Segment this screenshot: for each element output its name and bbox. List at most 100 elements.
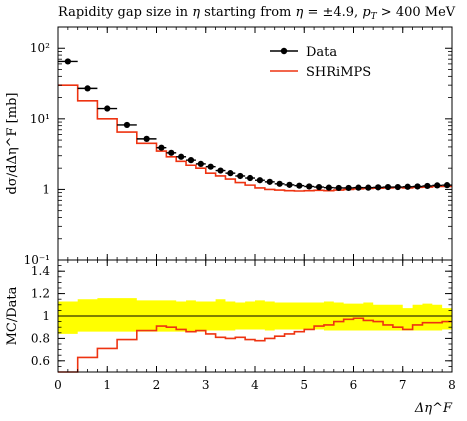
ratio-panel	[57, 259, 453, 373]
data-point-marker	[123, 121, 131, 129]
data-point	[314, 183, 324, 191]
data-point-marker	[345, 184, 352, 192]
data-point	[353, 184, 364, 191]
data-point	[245, 174, 255, 182]
x-tick-label: 0	[54, 378, 62, 392]
data-point	[294, 182, 305, 189]
x-tick-label: 4	[251, 378, 259, 392]
legend: Data SHRiMPS	[270, 45, 371, 80]
data-point	[363, 184, 374, 191]
data-point-marker	[227, 170, 234, 177]
data-point	[156, 144, 167, 151]
data-point	[383, 183, 393, 191]
data-point-marker	[207, 163, 214, 170]
data-point	[97, 105, 118, 112]
data-point-marker	[286, 181, 293, 188]
x-tick-label: 2	[153, 378, 161, 392]
data-point	[422, 182, 433, 190]
ratio-tick-label: 1.2	[31, 287, 50, 301]
x-tick-label: 5	[300, 378, 308, 392]
data-point	[166, 149, 177, 156]
data-point-marker	[104, 105, 111, 112]
x-tick-label: 7	[399, 378, 407, 392]
mc-histogram	[58, 84, 452, 192]
main-frame	[57, 26, 453, 261]
data-point	[432, 182, 443, 189]
data-point-marker	[375, 184, 382, 191]
data-point	[323, 184, 334, 191]
legend-data-marker	[280, 47, 288, 55]
data-point	[225, 170, 236, 177]
x-tick-label: 6	[350, 378, 358, 392]
legend-data-label: Data	[306, 45, 337, 60]
data-point-marker	[325, 184, 332, 191]
data-point-marker	[414, 183, 421, 190]
ratio-tick-label: 0.8	[31, 331, 50, 345]
data-point	[402, 183, 413, 190]
data-point-marker	[158, 144, 165, 151]
data-point-marker	[315, 183, 323, 191]
data-point	[58, 58, 78, 65]
data-point-marker	[217, 167, 224, 174]
data-point-marker	[335, 184, 342, 192]
data-point	[333, 184, 344, 192]
data-point	[235, 172, 246, 180]
data-point-marker	[424, 182, 431, 190]
data-point-marker	[434, 182, 441, 189]
data-point	[284, 181, 295, 188]
data-point-marker	[306, 183, 313, 190]
data-point	[373, 184, 384, 191]
legend-mc-label: SHRiMPS	[306, 65, 371, 80]
data-point	[274, 180, 285, 187]
mc-ratio-histogram	[58, 317, 452, 373]
data-point-marker	[64, 58, 71, 65]
data-point	[412, 183, 423, 190]
data-point	[392, 183, 403, 191]
data-point-marker	[143, 135, 150, 142]
data-point-marker	[443, 182, 451, 189]
data-point	[117, 121, 137, 129]
data-point	[77, 85, 98, 92]
data-point	[304, 183, 315, 190]
data-point-marker	[394, 183, 401, 191]
ratio-tick-label: 1.4	[31, 264, 50, 278]
chart-title: Rapidity gap size in η starting from η =…	[58, 5, 456, 22]
data-point	[264, 178, 275, 185]
x-axis-label: Δη^F	[414, 401, 453, 416]
data-point	[255, 177, 265, 184]
data-point-marker	[355, 184, 362, 191]
data-point	[343, 184, 354, 192]
data-point	[136, 135, 157, 142]
data-point-marker	[178, 153, 185, 160]
data-point-marker	[256, 177, 264, 184]
x-tick-label: 1	[103, 378, 111, 392]
x-tick-label: 8	[448, 378, 456, 392]
data-point	[186, 157, 196, 164]
data-point-marker	[276, 180, 283, 187]
y-tick-label: 10²	[30, 41, 50, 55]
data-point-marker	[404, 183, 411, 190]
data-point-marker	[237, 172, 244, 180]
ratio-tick-label: 1	[42, 309, 50, 323]
x-tick-label: 3	[202, 378, 210, 392]
data-point-marker	[168, 149, 175, 156]
data-point-marker	[384, 183, 392, 191]
data-point	[195, 160, 206, 167]
ratio-tick-label: 0.6	[31, 354, 50, 368]
data-point-marker	[187, 157, 195, 164]
y-axis-label: dσ/dΔη^F [mb]	[5, 93, 20, 195]
main-panel	[57, 26, 453, 261]
data-point-marker	[296, 182, 303, 189]
data-point-marker	[197, 160, 204, 167]
ratio-axis-label: MC/Data	[5, 286, 20, 345]
data-point	[176, 153, 187, 160]
data-point-marker	[246, 174, 254, 182]
data-point	[442, 182, 452, 189]
data-point	[215, 167, 226, 174]
data-point-marker	[266, 178, 273, 185]
y-tick-label: 10⁻¹	[24, 253, 50, 267]
y-tick-label: 1	[42, 182, 50, 196]
y-tick-label: 10¹	[30, 112, 50, 126]
data-point-marker	[365, 184, 372, 191]
data-point-marker	[84, 85, 91, 92]
